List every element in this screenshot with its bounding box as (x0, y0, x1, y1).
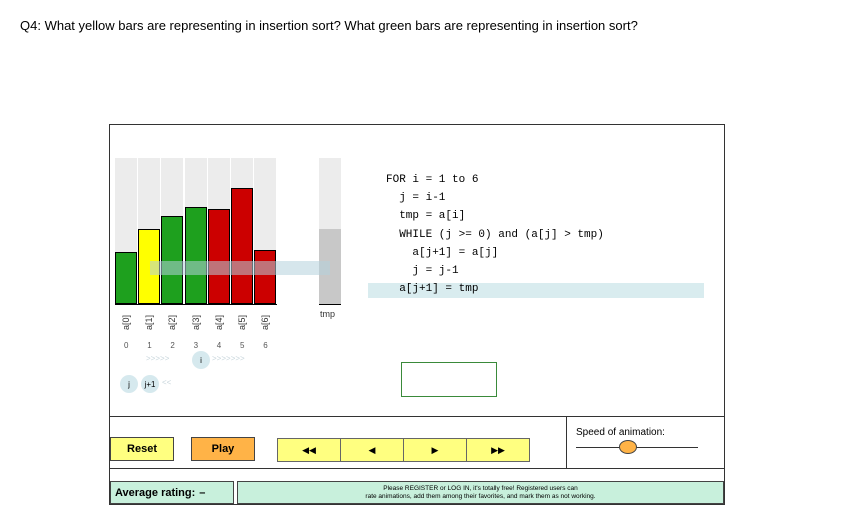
speed-divider (566, 416, 567, 468)
bar-5 (231, 188, 253, 304)
code-line-5: j = j-1 (386, 265, 459, 277)
tmp-bar (319, 229, 341, 304)
bars-baseline (115, 304, 278, 305)
step-forward-button[interactable]: ▶ (403, 438, 467, 462)
bar-label-1: a[1] (144, 314, 155, 330)
register-notice: Please REGISTER or LOG IN, it's totally … (237, 481, 724, 504)
bar-3 (184, 207, 207, 304)
code-line-2: tmp = a[i] (386, 210, 466, 223)
reset-button[interactable]: Reset (110, 437, 174, 461)
index-number-2: 2 (170, 341, 175, 350)
j-pointer: j (120, 375, 138, 393)
animation-frame: a[0] a[1] a[2] a[3] a[4] a[5] a[6] tmp 0 1 2 3 4 5 6… (109, 124, 725, 505)
controls-divider (110, 416, 724, 417)
rating-box: Average rating: – (110, 481, 234, 504)
speed-label: Speed of animation: (576, 427, 665, 438)
code-highlight (368, 283, 704, 298)
fast-backward-button[interactable]: ◀◀ (277, 438, 341, 462)
i-pointer: i (192, 351, 210, 369)
register-line-2: rate animations, add them among their fa… (365, 492, 596, 500)
bar-label-2: a[2] (167, 314, 178, 330)
bar-label-5: a[5] (237, 314, 247, 330)
i-track-right: >>>>>>> (212, 354, 245, 363)
tmp-label: tmp (320, 309, 336, 319)
i-track-left: >>>>> (146, 354, 170, 363)
footer-divider (110, 468, 724, 469)
index-number-0: 0 (124, 341, 129, 350)
index-number-6: 6 (263, 341, 268, 350)
j-plus-one-pointer: j+1 (141, 375, 159, 393)
question-text: Q4: What yellow bars are representing in… (20, 18, 638, 33)
code-line-0: FOR i = 1 to 6 (386, 174, 479, 186)
bar-6 (254, 250, 277, 304)
tmp-baseline (319, 304, 341, 305)
bar-2 (161, 216, 184, 304)
step-backward-button[interactable]: ◀ (340, 438, 404, 462)
shift-highlight (150, 261, 330, 275)
code-line-6: a[j+1] = tmp (386, 283, 479, 296)
bar-0 (115, 252, 137, 304)
bar-label-6: a[6] (260, 314, 271, 330)
code-line-3: WHILE (j >= 0) and (a[j] > tmp) (386, 228, 604, 241)
bar-4 (207, 209, 230, 304)
rating-value: – (199, 486, 206, 499)
speed-track[interactable] (576, 447, 698, 448)
bar-label-3: a[3] (190, 314, 201, 330)
fast-forward-button[interactable]: ▶▶ (466, 438, 530, 462)
bar-label-4: a[4] (213, 314, 224, 330)
index-number-1: 1 (147, 341, 152, 350)
index-number-5: 5 (240, 341, 245, 350)
register-line-1: Please REGISTER or LOG IN, it's totally … (383, 484, 578, 492)
index-number-3: 3 (193, 341, 199, 350)
code-line-1: j = i-1 (386, 192, 446, 205)
play-button[interactable]: Play (191, 437, 255, 461)
rating-label: Average rating: (115, 486, 196, 499)
code-line-4: a[j+1] = a[j] (386, 246, 499, 259)
speed-slider-handle[interactable] (619, 440, 637, 454)
j-track: << (162, 378, 172, 387)
index-number-4: 4 (216, 341, 222, 350)
bar-label-0: a[0] (121, 314, 131, 330)
output-box (401, 362, 497, 397)
